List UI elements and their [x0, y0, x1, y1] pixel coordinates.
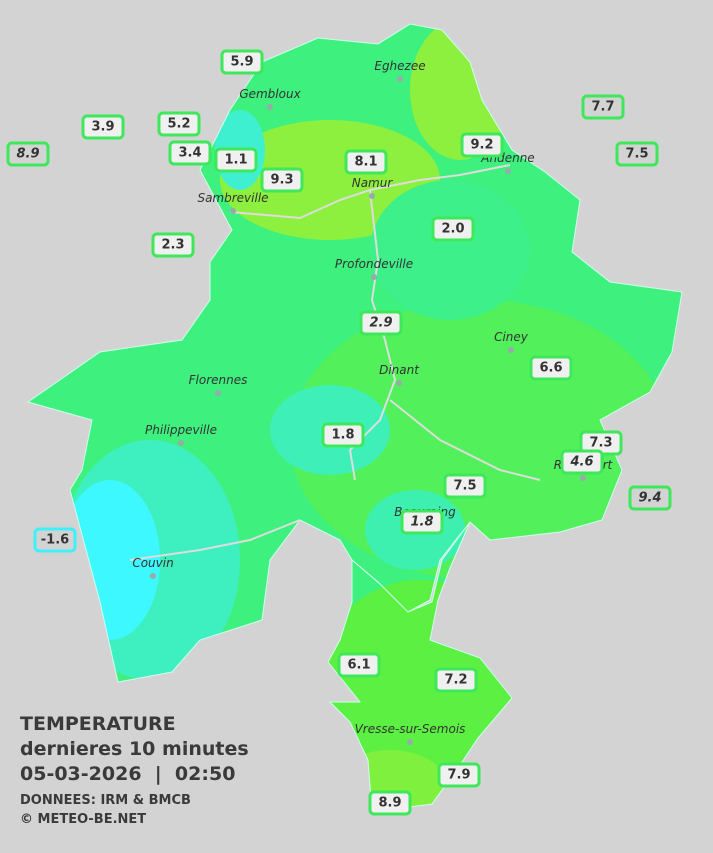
station-box	[260, 167, 304, 193]
city-dot	[230, 208, 236, 214]
station-box	[220, 49, 264, 75]
station-box	[460, 132, 504, 158]
station-temperature: 8.1	[354, 155, 377, 170]
city-dot	[580, 475, 586, 481]
station-box	[431, 216, 475, 242]
station-box	[168, 140, 212, 166]
city-label: Vresse-sur-Semois	[355, 722, 466, 736]
station-temperature: 7.5	[453, 479, 476, 494]
station-temperature: 9.4	[638, 491, 661, 506]
station-temperature: 3.9	[91, 120, 114, 135]
city-dot	[407, 739, 413, 745]
station-temperature: 1.1	[224, 153, 247, 168]
city-dot	[150, 573, 156, 579]
city-dot	[508, 347, 514, 353]
city-dot	[396, 380, 402, 386]
station-box	[151, 232, 195, 258]
station-temperature: 8.9	[378, 796, 401, 811]
station-temperature: 2.0	[441, 222, 464, 237]
station-temperature: 9.3	[270, 173, 293, 188]
city-dot	[397, 76, 403, 82]
station-box	[560, 449, 604, 475]
station-box	[615, 141, 659, 167]
legend-source: DONNEES: IRM & BMCB	[20, 793, 191, 808]
station-box	[581, 94, 625, 120]
legend-title: TEMPERATURE	[20, 713, 176, 735]
station-temperature: 1.8	[410, 515, 433, 530]
station-box	[6, 141, 50, 167]
station-box	[443, 473, 487, 499]
legend-datetime: 05-03-2026 | 02:50	[20, 763, 235, 785]
station-temperature: 7.5	[625, 147, 648, 162]
station-temperature: 5.2	[167, 117, 190, 132]
station-box	[157, 111, 201, 137]
station-temperature: 9.2	[470, 138, 493, 153]
station-box	[81, 114, 125, 140]
city-label: Dinant	[379, 363, 420, 377]
station-temperature: 2.9	[369, 316, 392, 331]
station-temperature: 7.2	[444, 673, 467, 688]
station-box	[434, 667, 478, 693]
station-temperature: 5.9	[230, 55, 253, 70]
station-temperature: -1.6	[41, 533, 69, 548]
city-label: Profondeville	[335, 257, 413, 271]
station-temperature: 6.1	[347, 658, 370, 673]
legend-subtitle: dernieres 10 minutes	[20, 738, 249, 760]
city-label: Eghezee	[374, 59, 425, 73]
station-box	[214, 147, 258, 173]
city-dot	[505, 168, 511, 174]
station-temperature: 3.4	[178, 146, 201, 161]
city-label: Florennes	[189, 373, 248, 387]
station-temperature: 7.9	[447, 768, 470, 783]
city-dot	[371, 274, 377, 280]
city-label: Gembloux	[239, 87, 301, 101]
city-label: Sambreville	[197, 191, 268, 205]
city-dot	[215, 390, 221, 396]
legend-copyright: © METEO-BE.NET	[20, 812, 146, 827]
rivers	[129, 164, 541, 561]
station-box	[321, 422, 365, 448]
station-box	[344, 149, 388, 175]
city-label: Couvin	[132, 556, 173, 570]
city-label: Ciney	[494, 330, 529, 344]
station-box	[628, 485, 672, 511]
city-dot	[178, 440, 184, 446]
station-box	[33, 527, 77, 553]
station-temperature: 4.6	[569, 455, 593, 470]
station-box	[437, 762, 481, 788]
city-label: Namur	[352, 176, 394, 190]
station-temperature: 7.7	[591, 100, 614, 115]
station-box	[529, 355, 573, 381]
station-temperature: 8.9	[16, 147, 39, 162]
station-temperature: 1.8	[331, 428, 354, 443]
station-temperature: 7.3	[589, 436, 612, 451]
city-dot	[369, 193, 375, 199]
station-box	[368, 790, 412, 816]
station-box	[359, 310, 403, 336]
station-temperature: 2.3	[161, 238, 184, 253]
city-label: Philippeville	[145, 423, 217, 437]
station-temperature: 6.6	[539, 361, 562, 376]
station-box	[337, 652, 381, 678]
city-dot	[267, 104, 273, 110]
station-box	[400, 509, 444, 535]
